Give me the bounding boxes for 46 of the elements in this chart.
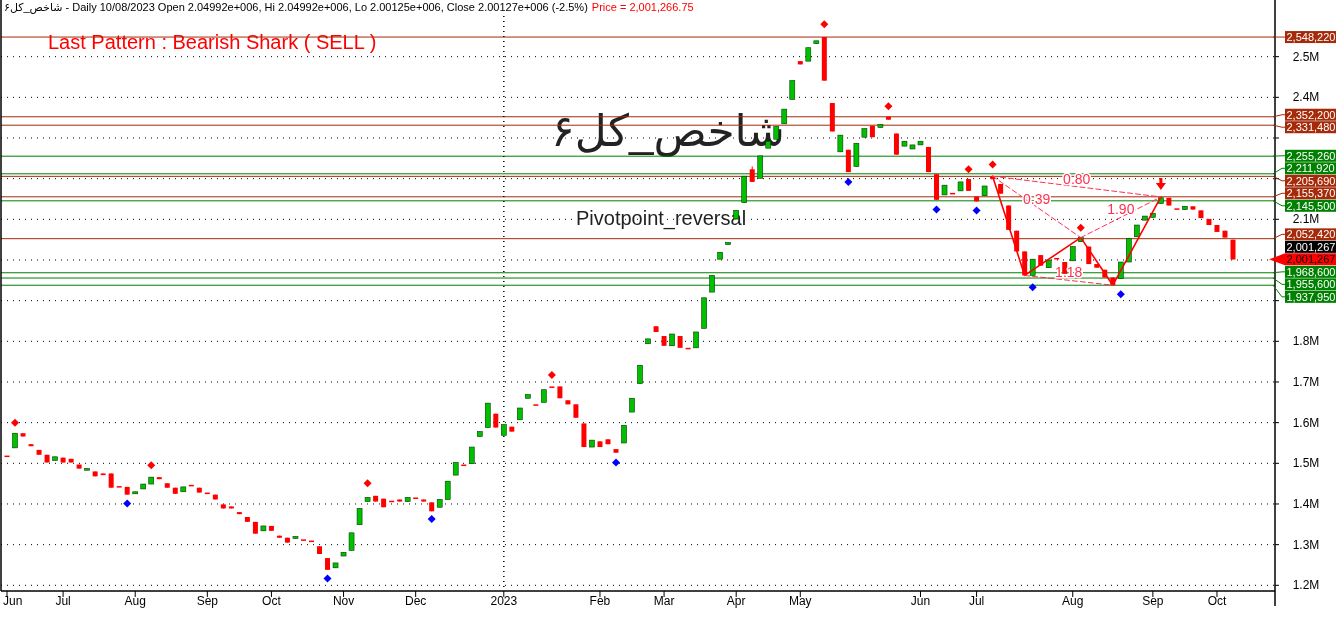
- y-tick-label: 1.3M: [1292, 537, 1320, 552]
- x-tick-label: Aug: [124, 594, 146, 608]
- text: 2,001,267: [1286, 253, 1336, 266]
- ref-line-label: 2,155,370: [1286, 187, 1336, 200]
- text: Price = 2,001,266.75: [591, 1, 694, 13]
- y-tick-label: 1.5M: [1292, 456, 1320, 471]
- ref-line-label: 2,211,920: [1286, 162, 1335, 175]
- x-tick-label: 2023: [490, 594, 518, 608]
- ref-line-label: 2,255,260: [1286, 149, 1336, 162]
- chart-title: شاخص_کل۶ - Daily 10/08/2023 Open 2.04992e+006, Hi 2.04992e+006, Lo 2.00125e+006, Close 2.00127e+006 (-2.5%): [4, 1, 588, 14]
- x-tick-label: Sep: [196, 594, 219, 608]
- ref-line-label: 2,331,480: [1286, 121, 1336, 134]
- y-tick-label: 1.4M: [1292, 496, 1320, 511]
- ref-line-label: 2,052,420: [1286, 228, 1336, 241]
- x-tick-label: Apr: [726, 594, 746, 608]
- ref-line-label: 1,968,600: [1286, 265, 1336, 278]
- x-tick-label: Dec: [404, 594, 427, 608]
- x-tick-label: Oct: [1207, 594, 1227, 608]
- y-tick-label: 2.1M: [1292, 212, 1320, 227]
- x-tick-label: Jun: [3, 594, 23, 608]
- x-tick-label: Mar: [653, 594, 675, 608]
- y-tick-label: 1.6M: [1292, 415, 1320, 430]
- x-tick-label: Feb: [589, 594, 611, 608]
- y-tick-label: 1.2M: [1292, 578, 1320, 593]
- x-tick-label: Aug: [1062, 594, 1084, 608]
- y-tick-label: 2.4M: [1292, 90, 1320, 105]
- ref-line-label: 2,145,500: [1286, 199, 1336, 212]
- x-tick-label: Jul: [55, 594, 71, 608]
- y-tick-label: 2.5M: [1292, 49, 1320, 64]
- x-tick-label: Nov: [332, 594, 355, 608]
- x-tick-label: Sep: [1142, 594, 1164, 608]
- y-tick-label: 1.8M: [1292, 334, 1320, 349]
- y-tick-label: 1.7M: [1292, 374, 1320, 389]
- x-tick-label: Jun: [910, 594, 931, 608]
- series-label: 1.90: [1107, 201, 1135, 218]
- x-tick-label: Jul: [968, 594, 985, 608]
- ref-line-label: 2,548,220: [1286, 31, 1336, 44]
- annotation: Pivotpoint_reversal: [576, 207, 747, 230]
- text: 2,001,267: [1286, 240, 1336, 253]
- x-tick-label: Oct: [262, 594, 282, 608]
- ref-line-label: 1,955,600: [1286, 278, 1336, 291]
- ref-line-label: 2,205,690: [1286, 174, 1336, 187]
- legend-label: 1,937,950: [1286, 290, 1336, 303]
- ref-line-label: 2,352,200: [1286, 108, 1336, 121]
- annotation: Last Pattern : Bearish Shark ( SELL ): [48, 31, 377, 53]
- x-tick-label: May: [788, 594, 812, 608]
